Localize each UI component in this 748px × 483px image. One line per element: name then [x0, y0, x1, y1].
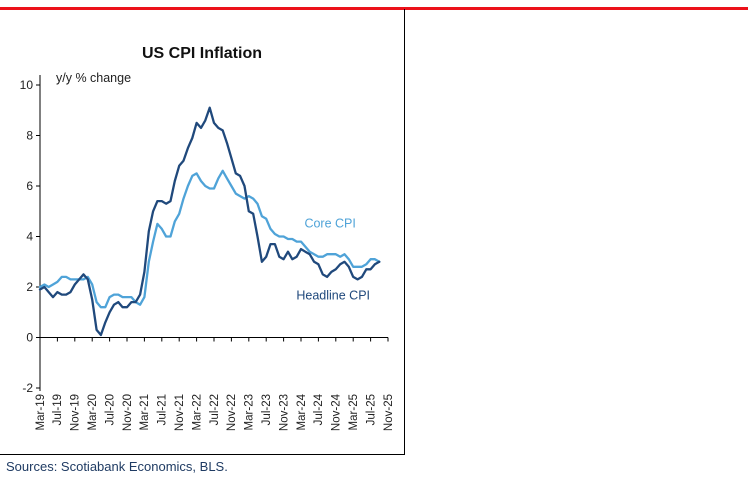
- y-axis-tick-label: -2: [22, 381, 33, 395]
- x-axis-tick-label: Mar-19: [35, 394, 47, 430]
- x-axis-tick-label: Nov-19: [70, 394, 82, 431]
- headline-cpi-label: Headline CPI: [296, 289, 370, 303]
- x-axis-tick-label: Nov-23: [278, 394, 290, 431]
- x-axis-tick-label: Jul-25: [365, 394, 377, 425]
- x-axis-tick-label: Jul-22: [209, 394, 221, 425]
- headline-cpi-line: [38, 106, 381, 337]
- sources-note: Sources: Scotiabank Economics, BLS.: [6, 459, 228, 474]
- x-axis-tick-label: Jul-23: [261, 394, 273, 425]
- y-axis-unit-note: y/y % change: [56, 71, 132, 85]
- chart-title: US CPI Inflation: [142, 45, 262, 62]
- bottom-rule-line: [0, 454, 405, 455]
- x-axis-tick-label: Jul-24: [313, 393, 325, 425]
- y-axis-tick-label: 8: [26, 129, 33, 143]
- core-cpi-label: Core CPI: [304, 217, 355, 231]
- x-axis-tick-label: Mar-21: [139, 394, 151, 430]
- x-axis-tick-label: Mar-23: [244, 394, 256, 430]
- x-axis-tick-label: Mar-20: [87, 394, 99, 430]
- top-accent-line: [0, 7, 748, 10]
- x-axis-tick-label: Nov-20: [122, 394, 134, 431]
- y-axis-tick-label: 2: [26, 280, 33, 294]
- core-cpi-line: [38, 169, 381, 309]
- inflation-chart: -2 0 2 4 6 8 10 Mar-19 Jul-19 Nov-19 Mar-20 Jul-20 N…: [20, 75, 395, 431]
- x-axis-tick-label: Mar-22: [191, 394, 203, 430]
- x-axis-tick-label: Jul-19: [52, 394, 64, 425]
- x-axis-tick-label: Nov-21: [174, 394, 186, 431]
- x-axis-tick-label: Jul-20: [104, 394, 116, 425]
- x-axis-tick-label: Mar-25: [348, 394, 360, 430]
- x-axis-tick-label: Jul-21: [157, 394, 169, 425]
- y-axis-tick-label: 6: [26, 179, 33, 193]
- x-axis-tick-label: Mar-24: [296, 393, 308, 430]
- x-axis-tick-label: Nov-25: [383, 394, 395, 431]
- x-axis-tick-label: Nov-22: [226, 394, 238, 431]
- y-axis-tick-label: 10: [20, 78, 34, 92]
- y-axis-tick-label: 4: [26, 230, 33, 244]
- y-axis-tick-label: 0: [26, 331, 33, 345]
- x-axis-tick-label: Nov-24: [331, 393, 343, 431]
- panel-divider-line: [404, 9, 405, 455]
